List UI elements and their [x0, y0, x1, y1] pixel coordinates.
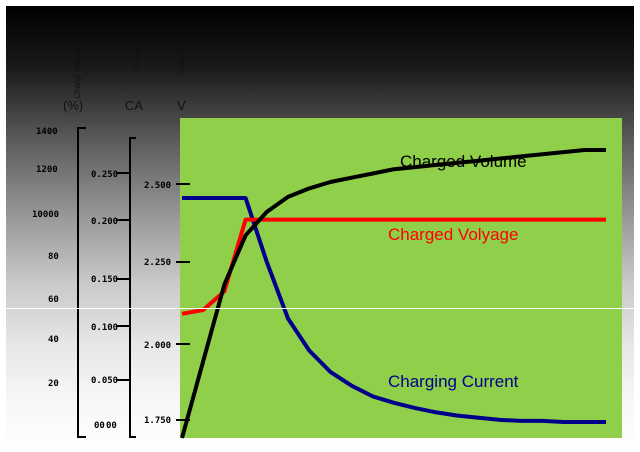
tick-voltage-3: 1.750 — [144, 416, 171, 426]
axis-unit-charge: (%) — [63, 98, 83, 113]
axis-header-charge: Chargr Voltage — [73, 45, 82, 99]
axis-bracket-current — [130, 138, 136, 437]
tick-current-4: 0.050 — [91, 376, 118, 386]
series-label-charged-voltage: Charged Volyage — [388, 225, 518, 244]
tick-charge-6: 20 — [48, 379, 59, 389]
tick-current-5: 00 — [106, 421, 117, 431]
series-label-charged-volume: Charged Volume — [400, 152, 527, 171]
tick-voltage-0: 2.500 — [144, 181, 171, 191]
axis-header-voltage: Voltage — [177, 46, 186, 73]
axis-unit-current: CA — [125, 98, 143, 113]
tick-charge-3: 80 — [48, 252, 59, 262]
series-label-charging-current: Charging Current — [388, 372, 519, 391]
tick-current-3: 0.100 — [91, 323, 118, 333]
axis-bracket-charge — [78, 128, 86, 437]
axis-header-current: Current — [133, 44, 142, 71]
horizontal-divider — [0, 308, 640, 309]
tick-voltage-1: 2.250 — [144, 258, 171, 268]
tick-charge-5: 40 — [48, 335, 59, 345]
tick-current-0: 0.250 — [91, 170, 118, 180]
tick-charge-7: 00 — [94, 421, 105, 431]
tick-charge-4: 60 — [48, 295, 59, 305]
tick-charge-2: 10000 — [32, 210, 59, 220]
tick-voltage-2: 2.000 — [144, 341, 171, 351]
axis-unit-voltage: V — [177, 98, 186, 113]
tick-current-2: 0.150 — [91, 275, 118, 285]
tick-charge-1: 1200 — [36, 165, 58, 175]
tick-current-1: 0.200 — [91, 217, 118, 227]
tick-charge-0: 1400 — [36, 127, 58, 137]
